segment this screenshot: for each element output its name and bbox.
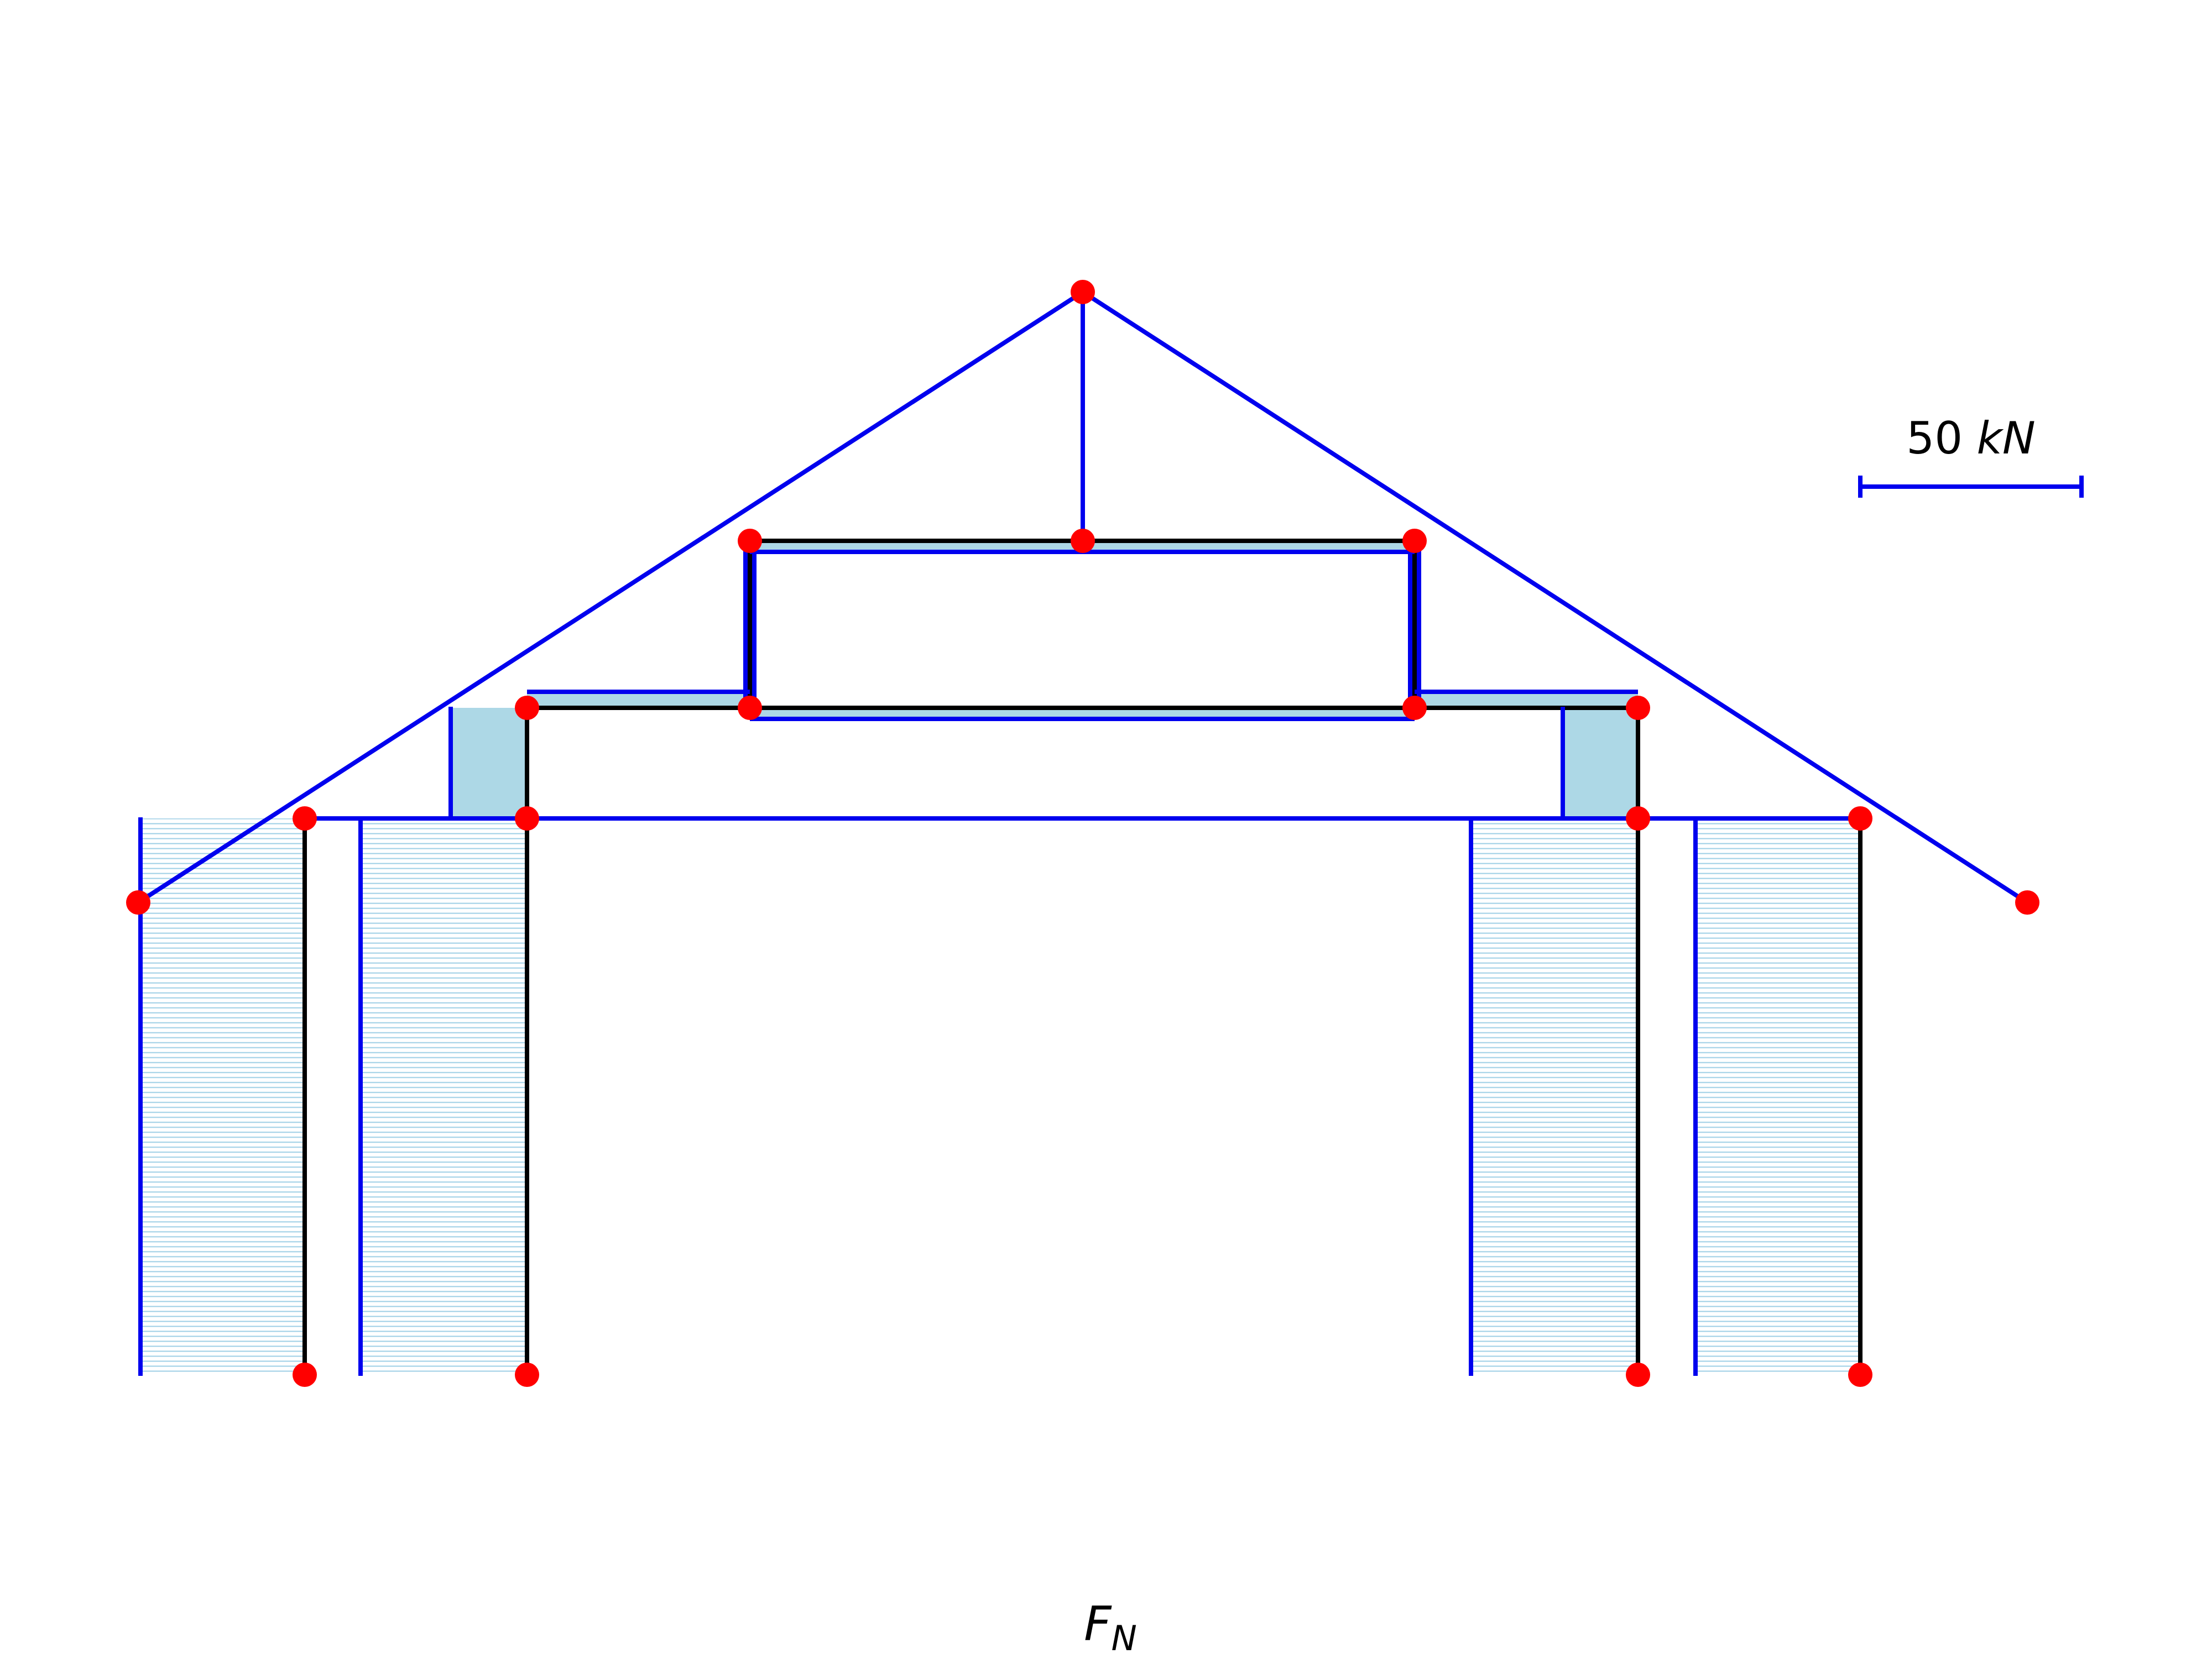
beam-fill-middle: [750, 708, 1415, 719]
force-lines: [137, 290, 2029, 1376]
node-ridge: [1071, 280, 1095, 304]
node-tie-right: [1626, 696, 1650, 720]
scale-bar-value: 50: [1906, 413, 1963, 464]
node-overhang-left: [126, 890, 150, 915]
rafter-right: [1081, 290, 2029, 905]
node-collar-left: [738, 529, 762, 553]
post-fill-right: [1563, 708, 1638, 818]
beam-fill-right: [1415, 692, 1638, 708]
node-support-2: [515, 1363, 539, 1387]
node-collar-right: [1402, 529, 1427, 553]
node-collar-mid: [1071, 529, 1095, 553]
scale-bar-unit: kN: [1977, 413, 2036, 464]
post-fill-left: [451, 708, 527, 818]
node-eave-right-outer: [1848, 806, 1872, 831]
node-eave-right-inner: [1626, 806, 1650, 831]
scale-bar-label: 50 kN: [1906, 413, 2035, 464]
node-support-1: [293, 1363, 317, 1387]
column-fill-right-inner: [1471, 818, 1638, 1375]
column-fill-right-outer: [1695, 818, 1860, 1375]
nodes: [126, 280, 2039, 1387]
node-eave-left-inner: [515, 806, 539, 831]
scale-bar: 50 kN: [1858, 413, 2084, 498]
node-hanger-left-bottom: [738, 696, 762, 720]
node-eave-left-outer: [293, 806, 317, 831]
node-tie-left: [515, 696, 539, 720]
force-fills: [140, 541, 1860, 1375]
node-support-4: [1848, 1363, 1872, 1387]
node-hanger-right-bottom: [1402, 696, 1427, 720]
beam-fill-left: [527, 692, 750, 708]
diagram-title-subscript: N: [1112, 1618, 1137, 1658]
diagram-title: FN: [1084, 1597, 1137, 1658]
column-fill-left-inner: [361, 818, 527, 1375]
column-fill-left-outer: [140, 818, 305, 1375]
node-support-3: [1626, 1363, 1650, 1387]
rafter-left: [137, 290, 1084, 905]
diagram-title-symbol: F: [1084, 1597, 1112, 1652]
node-overhang-right: [2015, 890, 2039, 915]
